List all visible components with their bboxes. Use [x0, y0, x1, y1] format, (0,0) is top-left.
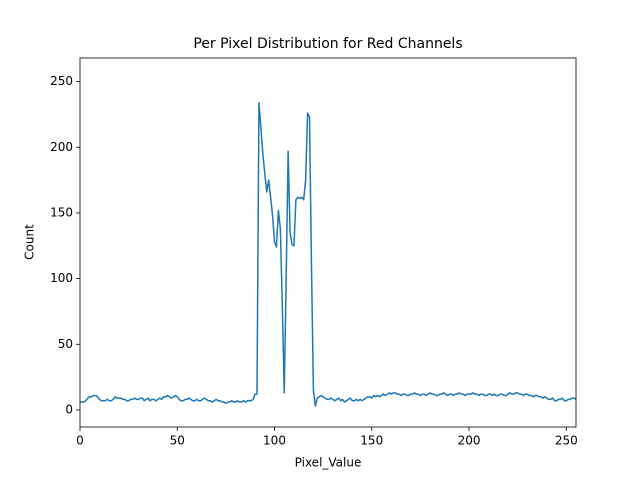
x-tick-label: 0 [76, 434, 84, 448]
x-tick-label: 100 [263, 434, 286, 448]
y-tick-label: 250 [50, 74, 73, 88]
y-axis-label: Count [23, 224, 37, 260]
y-tick-label: 100 [50, 271, 73, 285]
x-tick-label: 50 [170, 434, 185, 448]
y-tick-label: 50 [58, 337, 73, 351]
y-tick-label: 0 [65, 402, 73, 416]
chart-title: Per Pixel Distribution for Red Channels [193, 36, 462, 52]
y-tick-label: 200 [50, 140, 73, 154]
x-tick-label: 250 [555, 434, 578, 448]
plot-frame [79, 57, 577, 428]
y-tick-label: 150 [50, 205, 73, 219]
x-tick-label: 200 [458, 434, 481, 448]
data-line [80, 101, 577, 407]
x-axis-label: Pixel_Value [295, 456, 362, 470]
x-tick-label: 150 [360, 434, 383, 448]
